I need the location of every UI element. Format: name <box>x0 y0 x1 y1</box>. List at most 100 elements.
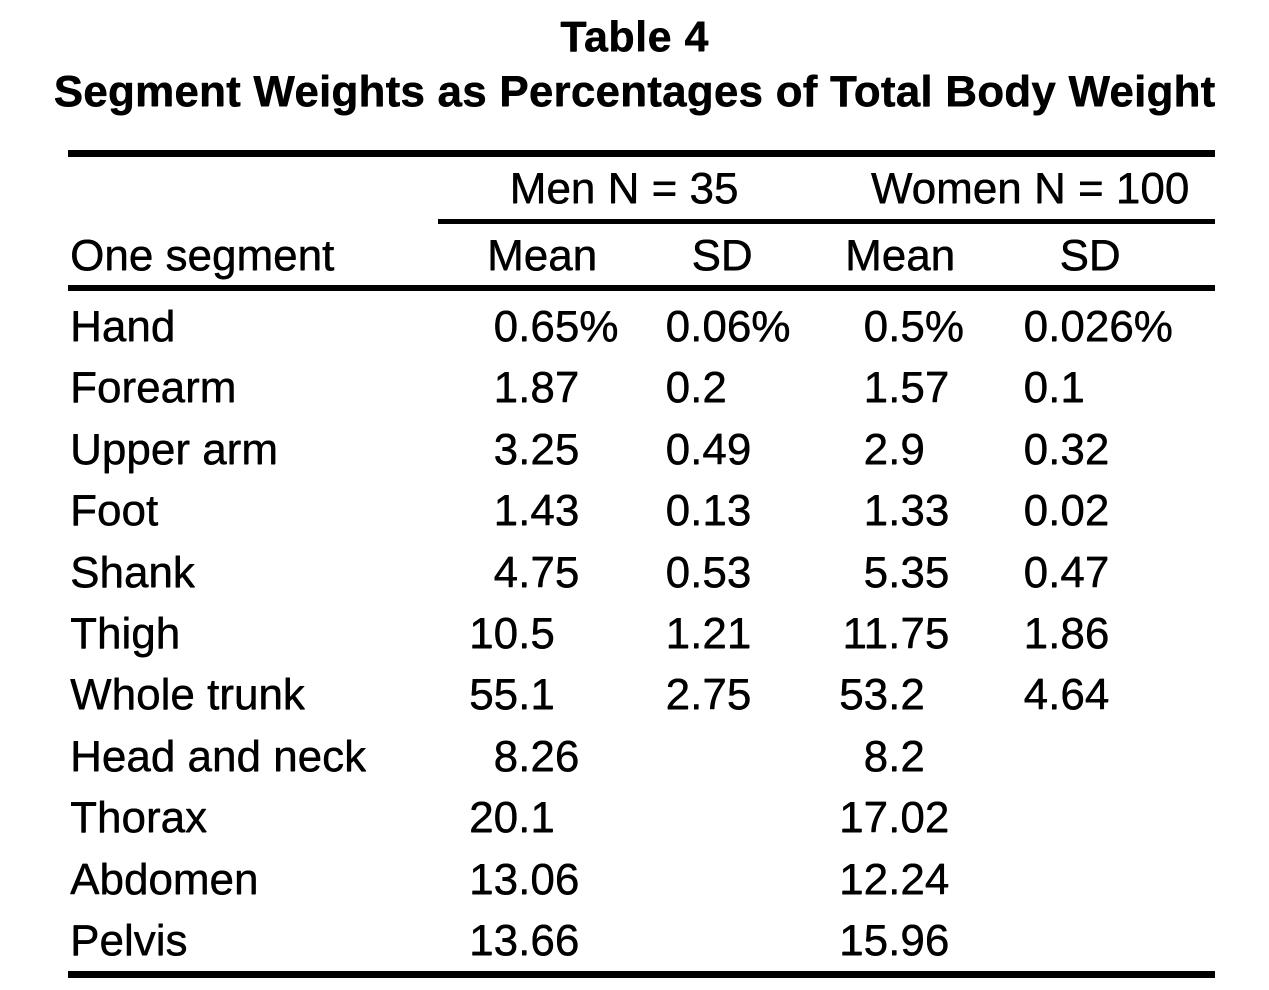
value-fraction-part: .43 <box>518 486 580 536</box>
value-integer-part: 8 <box>863 731 888 781</box>
segment-cell: Pelvis <box>70 915 188 965</box>
table-row: Foot 1.43 0.13 1.33 0.02 <box>68 480 1215 541</box>
value-fraction-part: .02 <box>1048 486 1110 536</box>
value-fraction-part: .1 <box>518 793 555 843</box>
value-integer-part: 13 <box>469 915 518 965</box>
value-integer-part: 2 <box>863 424 888 474</box>
value-fraction-part: .75 <box>690 670 752 720</box>
women-mean-cell: 2.9 <box>788 419 925 480</box>
column-header-row: One segment Mean SD Mean SD <box>68 228 1215 284</box>
men-sd-cell: 0.2 <box>590 357 727 418</box>
value-fraction-part: .64 <box>1048 670 1110 720</box>
value-fraction-part: .49 <box>690 424 752 474</box>
value-fraction-part: .1 <box>518 670 555 720</box>
value-integer-part: 0 <box>1023 486 1048 536</box>
value-fraction-part: .026% <box>1048 302 1173 351</box>
table-body: Hand 0.65% 0.06% 0.5% 0.026% Forearm 1.87 0.2 1.… <box>68 296 1215 971</box>
value-fraction-part: .21 <box>690 608 752 658</box>
value-integer-part: 20 <box>469 793 518 843</box>
value-integer-part: 3 <box>493 424 518 474</box>
value-integer-part: 1 <box>493 363 518 413</box>
value-integer-part: 15 <box>839 915 888 965</box>
segment-cell: Thorax <box>70 793 207 843</box>
women-mean-cell: 15.96 <box>788 910 949 971</box>
women-mean-cell: 5.35 <box>788 542 950 603</box>
rule-under-group-headers <box>438 219 1215 224</box>
value-fraction-part: .32 <box>1048 424 1110 474</box>
women-mean-cell: 1.57 <box>788 357 950 418</box>
segment-cell: Shank <box>70 547 195 597</box>
men-mean-cell: 8.26 <box>418 726 580 787</box>
segment-cell: Whole trunk <box>70 670 305 720</box>
value-integer-part: 13 <box>469 854 518 904</box>
col-header-women-sd: SD <box>1059 231 1121 280</box>
table-number-title: Table 4 <box>560 13 709 61</box>
men-mean-cell: 13.66 <box>418 910 579 971</box>
men-mean-cell: 4.75 <box>418 542 580 603</box>
men-sd-cell: 0.49 <box>590 419 752 480</box>
value-fraction-part: .86 <box>1048 608 1110 658</box>
value-integer-part: 11 <box>842 608 888 658</box>
segment-cell: Thigh <box>70 608 181 658</box>
data-table: Men N = 35 Women N = 100 One segment Mea… <box>68 0 1215 990</box>
value-integer-part: 0 <box>1023 363 1048 413</box>
value-integer-part: 4 <box>493 547 518 597</box>
value-fraction-part: .06% <box>690 302 791 351</box>
segment-cell: Head and neck <box>70 731 366 781</box>
rule-top <box>68 150 1215 157</box>
value-fraction-part: .2 <box>888 731 925 781</box>
men-mean-cell: 1.43 <box>418 480 580 541</box>
value-integer-part: 53 <box>839 670 888 720</box>
table-caption: Segment Weights as Percentages of Total … <box>53 67 1216 116</box>
value-integer-part: 0 <box>665 486 690 536</box>
table-row: Thigh 10.5 1.21 11.75 1.86 <box>68 603 1215 664</box>
women-sd-cell: 0.32 <box>948 419 1110 480</box>
value-integer-part: 1 <box>493 486 518 536</box>
table-row: Whole trunk 55.1 2.75 53.2 4.64 <box>68 664 1215 725</box>
men-sd-cell: 2.75 <box>590 664 752 725</box>
value-fraction-part: .25 <box>518 424 580 474</box>
women-sd-cell: 0.02 <box>948 480 1110 541</box>
segment-cell: Hand <box>70 302 176 351</box>
women-sd-cell: 0.1 <box>948 357 1085 418</box>
value-fraction-part: .2 <box>690 363 727 413</box>
women-sd-cell: 0.47 <box>948 542 1110 603</box>
value-integer-part: 0 <box>665 547 690 597</box>
women-mean-cell: 8.2 <box>788 726 925 787</box>
women-sd-cell: 1.86 <box>948 603 1110 664</box>
women-mean-cell: 11.75 <box>788 603 949 664</box>
men-mean-cell: 0.65% <box>418 296 619 357</box>
value-fraction-part: .66 <box>518 915 580 965</box>
value-integer-part: 0 <box>1023 302 1048 351</box>
value-integer-part: 2 <box>665 670 690 720</box>
value-integer-part: 4 <box>1023 670 1048 720</box>
table-row: Pelvis 13.66 15.96 <box>68 910 1215 971</box>
value-integer-part: 0 <box>665 363 690 413</box>
men-mean-cell: 3.25 <box>418 419 580 480</box>
value-fraction-part: .9 <box>888 424 925 474</box>
group-header-women: Women N = 100 <box>870 164 1190 213</box>
value-fraction-part: .02 <box>888 793 950 843</box>
col-header-segment: One segment <box>70 231 335 280</box>
value-fraction-part: .53 <box>690 547 752 597</box>
value-fraction-part: .5 <box>518 608 555 658</box>
value-integer-part: 0 <box>665 424 690 474</box>
value-integer-part: 1 <box>863 363 888 413</box>
value-integer-part: 17 <box>839 793 888 843</box>
table-row: Hand 0.65% 0.06% 0.5% 0.026% <box>68 296 1215 357</box>
value-fraction-part: .13 <box>690 486 752 536</box>
table-row: Thorax 20.1 17.02 <box>68 787 1215 848</box>
value-fraction-part: .5% <box>888 302 964 351</box>
group-header-men: Men N = 35 <box>509 164 739 213</box>
value-integer-part: 12 <box>839 854 888 904</box>
value-fraction-part: .65% <box>518 302 619 351</box>
men-sd-cell: 0.13 <box>590 480 752 541</box>
value-fraction-part: .26 <box>518 731 580 781</box>
men-sd-cell: 0.06% <box>590 296 791 357</box>
women-mean-cell: 1.33 <box>788 480 950 541</box>
value-fraction-part: .06 <box>518 854 580 904</box>
men-mean-cell: 20.1 <box>418 787 555 848</box>
men-mean-cell: 10.5 <box>418 603 555 664</box>
rule-bottom <box>68 971 1215 978</box>
